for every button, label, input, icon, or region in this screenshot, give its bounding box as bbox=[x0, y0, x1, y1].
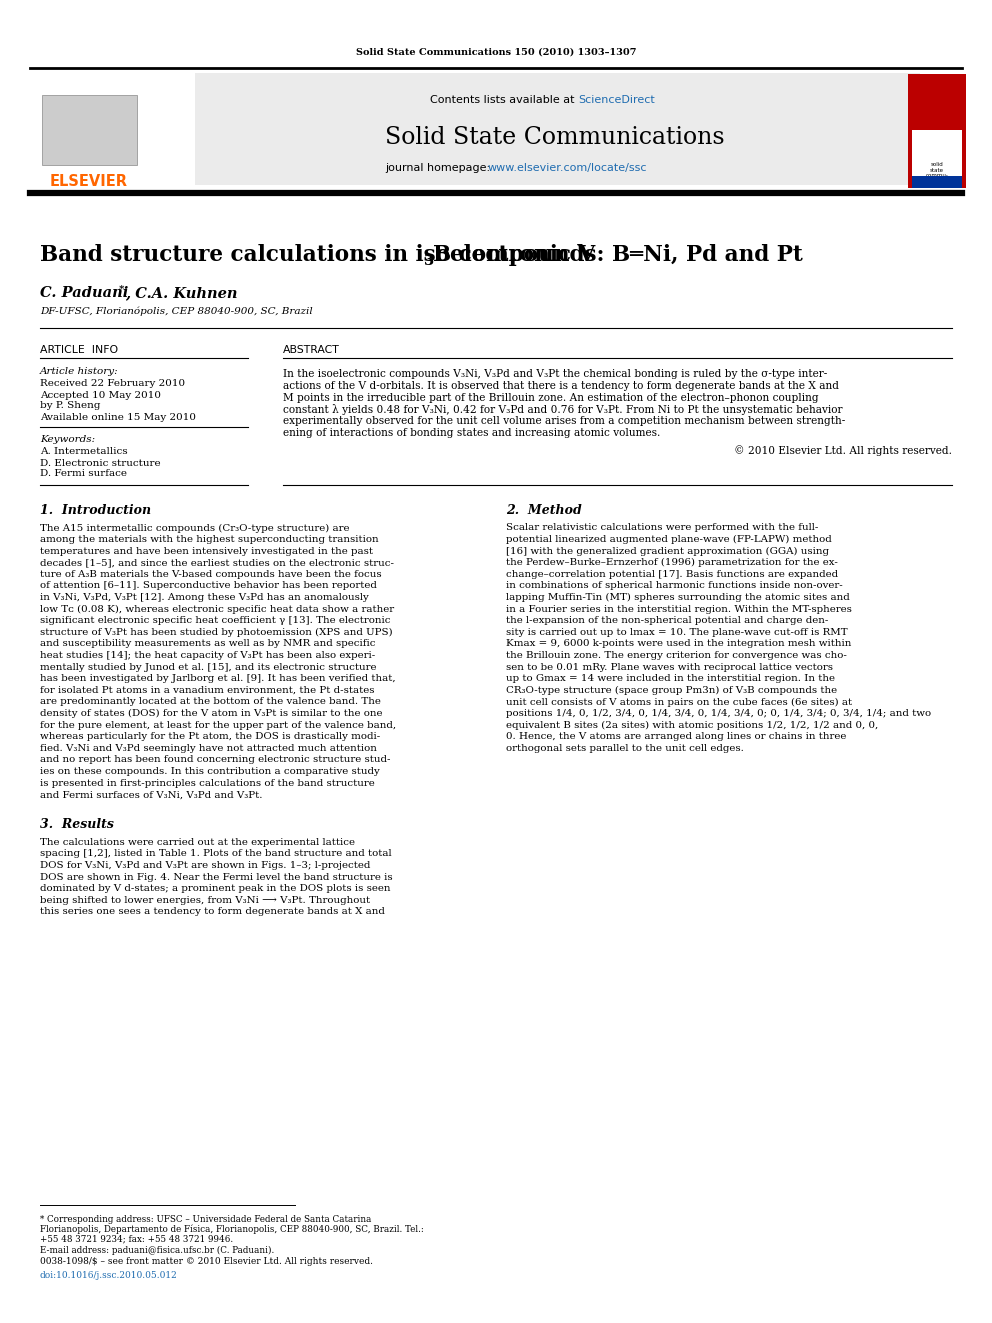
Text: heat studies [14]; the heat capacity of V₃Pt has been also experi-: heat studies [14]; the heat capacity of … bbox=[40, 651, 375, 660]
Text: The calculations were carried out at the experimental lattice: The calculations were carried out at the… bbox=[40, 837, 355, 847]
Text: M points in the irreducible part of the Brillouin zone. An estimation of the ele: M points in the irreducible part of the … bbox=[283, 393, 818, 402]
Bar bbox=[912, 130, 962, 185]
Text: decades [1–5], and since the earliest studies on the electronic struc-: decades [1–5], and since the earliest st… bbox=[40, 558, 394, 568]
Text: Band structure calculations in isoelectronic V: Band structure calculations in isoelectr… bbox=[40, 243, 595, 266]
Text: in a Fourier series in the interstitial region. Within the MT-spheres: in a Fourier series in the interstitial … bbox=[506, 605, 852, 614]
Text: are predominantly located at the bottom of the valence band. The: are predominantly located at the bottom … bbox=[40, 697, 381, 706]
Text: B compounds: B═Ni, Pd and Pt: B compounds: B═Ni, Pd and Pt bbox=[433, 243, 803, 266]
Text: doi:10.1016/j.ssc.2010.05.012: doi:10.1016/j.ssc.2010.05.012 bbox=[40, 1270, 178, 1279]
Text: sen to be 0.01 mRy. Plane waves with reciprocal lattice vectors: sen to be 0.01 mRy. Plane waves with rec… bbox=[506, 663, 833, 672]
Text: is presented in first-principles calculations of the band structure: is presented in first-principles calcula… bbox=[40, 779, 375, 787]
Text: Florianopolis, Departamento de Física, Florianopolis, CEP 88040-900, SC, Brazil.: Florianopolis, Departamento de Física, F… bbox=[40, 1224, 424, 1234]
Bar bbox=[908, 74, 966, 188]
Text: , C.A. Kuhnen: , C.A. Kuhnen bbox=[125, 286, 237, 300]
Text: among the materials with the highest superconducting transition: among the materials with the highest sup… bbox=[40, 534, 379, 544]
Text: DOS for V₃Ni, V₃Pd and V₃Pt are shown in Figs. 1–3; l-projected: DOS for V₃Ni, V₃Pd and V₃Pt are shown in… bbox=[40, 861, 370, 871]
Text: 0038-1098/$ – see front matter © 2010 Elsevier Ltd. All rights reserved.: 0038-1098/$ – see front matter © 2010 El… bbox=[40, 1257, 373, 1266]
Text: 3.  Results: 3. Results bbox=[40, 818, 114, 831]
Text: 0. Hence, the V atoms are arranged along lines or chains in three: 0. Hence, the V atoms are arranged along… bbox=[506, 733, 846, 741]
Text: potential linearized augmented plane-wave (FP-LAPW) method: potential linearized augmented plane-wav… bbox=[506, 534, 831, 544]
Text: has been investigated by Jarlborg et al. [9]. It has been verified that,: has been investigated by Jarlborg et al.… bbox=[40, 675, 396, 683]
Bar bbox=[30, 73, 192, 191]
Text: whereas particularly for the Pt atom, the DOS is drastically modi-: whereas particularly for the Pt atom, th… bbox=[40, 733, 380, 741]
Text: spacing [1,2], listed in Table 1. Plots of the band structure and total: spacing [1,2], listed in Table 1. Plots … bbox=[40, 849, 392, 859]
Text: fied. V₃Ni and V₃Pd seemingly have not attracted much attention: fied. V₃Ni and V₃Pd seemingly have not a… bbox=[40, 744, 377, 753]
Text: experimentally observed for the unit cell volume arises from a competition mecha: experimentally observed for the unit cel… bbox=[283, 417, 845, 426]
Text: mentally studied by Junod et al. [15], and its electronic structure: mentally studied by Junod et al. [15], a… bbox=[40, 663, 377, 672]
Text: the Brillouin zone. The energy criterion for convergence was cho-: the Brillouin zone. The energy criterion… bbox=[506, 651, 847, 660]
Text: the l-expansion of the non-spherical potential and charge den-: the l-expansion of the non-spherical pot… bbox=[506, 617, 828, 626]
Text: 1.  Introduction: 1. Introduction bbox=[40, 504, 151, 516]
Text: ELSEVIER: ELSEVIER bbox=[50, 175, 128, 189]
Text: up to Gmax = 14 were included in the interstitial region. In the: up to Gmax = 14 were included in the int… bbox=[506, 675, 835, 683]
Text: for isolated Pt atoms in a vanadium environment, the Pt d-states: for isolated Pt atoms in a vanadium envi… bbox=[40, 685, 375, 695]
Text: *: * bbox=[119, 284, 125, 294]
Text: DOS are shown in Fig. 4. Near the Fermi level the band structure is: DOS are shown in Fig. 4. Near the Fermi … bbox=[40, 873, 393, 881]
Text: 3: 3 bbox=[424, 254, 434, 269]
Text: journal homepage:: journal homepage: bbox=[385, 163, 494, 173]
Text: 2.  Method: 2. Method bbox=[506, 504, 581, 516]
Text: +55 48 3721 9234; fax: +55 48 3721 9946.: +55 48 3721 9234; fax: +55 48 3721 9946. bbox=[40, 1234, 233, 1244]
Text: positions 1/4, 0, 1/2, 3/4, 0, 1/4, 3/4, 0, 1/4, 3/4, 0; 0, 1/4, 3/4; 0, 3/4, 1/: positions 1/4, 0, 1/2, 3/4, 0, 1/4, 3/4,… bbox=[506, 709, 931, 718]
Bar bbox=[42, 95, 137, 165]
Text: ARTICLE  INFO: ARTICLE INFO bbox=[40, 345, 118, 355]
Text: this series one sees a tendency to form degenerate bands at X and: this series one sees a tendency to form … bbox=[40, 908, 385, 917]
Text: unit cell consists of V atoms in pairs on the cube faces (6e sites) at: unit cell consists of V atoms in pairs o… bbox=[506, 697, 852, 706]
Text: actions of the V d-orbitals. It is observed that there is a tendency to form deg: actions of the V d-orbitals. It is obser… bbox=[283, 381, 839, 390]
Text: Scalar relativistic calculations were performed with the full-: Scalar relativistic calculations were pe… bbox=[506, 524, 818, 532]
Text: and no report has been found concerning electronic structure stud-: and no report has been found concerning … bbox=[40, 755, 391, 765]
Text: ening of interactions of bonding states and increasing atomic volumes.: ening of interactions of bonding states … bbox=[283, 429, 661, 438]
Text: In the isoelectronic compounds V₃Ni, V₃Pd and V₃Pt the chemical bonding is ruled: In the isoelectronic compounds V₃Ni, V₃P… bbox=[283, 369, 827, 378]
Text: A. Intermetallics: A. Intermetallics bbox=[40, 447, 128, 456]
Text: ScienceDirect: ScienceDirect bbox=[578, 95, 655, 105]
Text: Article history:: Article history: bbox=[40, 368, 119, 377]
Text: E-mail address: paduani@fisica.ufsc.br (C. Paduani).: E-mail address: paduani@fisica.ufsc.br (… bbox=[40, 1245, 274, 1254]
Text: the Perdew–Burke–Ernzerhof (1996) parametrization for the ex-: the Perdew–Burke–Ernzerhof (1996) parame… bbox=[506, 558, 838, 568]
Text: Received 22 February 2010: Received 22 February 2010 bbox=[40, 380, 186, 389]
Text: dominated by V d-states; a prominent peak in the DOS plots is seen: dominated by V d-states; a prominent pea… bbox=[40, 884, 391, 893]
Text: © 2010 Elsevier Ltd. All rights reserved.: © 2010 Elsevier Ltd. All rights reserved… bbox=[734, 446, 952, 456]
Text: D. Electronic structure: D. Electronic structure bbox=[40, 459, 161, 467]
Text: www.elsevier.com/locate/ssc: www.elsevier.com/locate/ssc bbox=[488, 163, 648, 173]
Text: solid
state
commu-
nications: solid state commu- nications bbox=[925, 161, 949, 184]
Text: The A15 intermetallic compounds (Cr₃O-type structure) are: The A15 intermetallic compounds (Cr₃O-ty… bbox=[40, 524, 349, 533]
Text: significant electronic specific heat coefficient γ [13]. The electronic: significant electronic specific heat coe… bbox=[40, 617, 391, 626]
Text: density of states (DOS) for the V atom in V₃Pt is similar to the one: density of states (DOS) for the V atom i… bbox=[40, 709, 383, 718]
Text: sity is carried out up to lmax = 10. The plane-wave cut-off is RMT: sity is carried out up to lmax = 10. The… bbox=[506, 628, 847, 636]
Text: structure of V₃Pt has been studied by photoemission (XPS and UPS): structure of V₃Pt has been studied by ph… bbox=[40, 628, 393, 636]
Text: [16] with the generalized gradient approximation (GGA) using: [16] with the generalized gradient appro… bbox=[506, 546, 829, 556]
Text: C. Paduani: C. Paduani bbox=[40, 286, 128, 300]
Text: Keywords:: Keywords: bbox=[40, 435, 95, 445]
Text: change–correlation potential [17]. Basis functions are expanded: change–correlation potential [17]. Basis… bbox=[506, 570, 838, 579]
Text: ture of A₃B materials the V-based compounds have been the focus: ture of A₃B materials the V-based compou… bbox=[40, 570, 382, 579]
Text: equivalent B sites (2a sites) with atomic positions 1/2, 1/2, 1/2 and 0, 0,: equivalent B sites (2a sites) with atomi… bbox=[506, 721, 878, 730]
Text: and susceptibility measurements as well as by NMR and specific: and susceptibility measurements as well … bbox=[40, 639, 376, 648]
Text: and Fermi surfaces of V₃Ni, V₃Pd and V₃Pt.: and Fermi surfaces of V₃Ni, V₃Pd and V₃P… bbox=[40, 790, 263, 799]
Text: temperatures and have been intensively investigated in the past: temperatures and have been intensively i… bbox=[40, 546, 373, 556]
Bar bbox=[195, 73, 920, 185]
Text: in V₃Ni, V₃Pd, V₃Pt [12]. Among these V₃Pd has an anomalously: in V₃Ni, V₃Pd, V₃Pt [12]. Among these V₃… bbox=[40, 593, 369, 602]
Text: Kmax = 9, 6000 k-points were used in the integration mesh within: Kmax = 9, 6000 k-points were used in the… bbox=[506, 639, 851, 648]
Text: Solid State Communications: Solid State Communications bbox=[385, 127, 725, 149]
Text: Solid State Communications 150 (2010) 1303–1307: Solid State Communications 150 (2010) 13… bbox=[356, 48, 636, 57]
Text: orthogonal sets parallel to the unit cell edges.: orthogonal sets parallel to the unit cel… bbox=[506, 744, 744, 753]
Text: being shifted to lower energies, from V₃Ni ⟶ V₃Pt. Throughout: being shifted to lower energies, from V₃… bbox=[40, 896, 370, 905]
Text: Contents lists available at: Contents lists available at bbox=[430, 95, 578, 105]
Text: low Tᴄ (0.08 K), whereas electronic specific heat data show a rather: low Tᴄ (0.08 K), whereas electronic spec… bbox=[40, 605, 394, 614]
Text: for the pure element, at least for the upper part of the valence band,: for the pure element, at least for the u… bbox=[40, 721, 396, 730]
Text: DF-UFSC, Florianópolis, CEP 88040-900, SC, Brazil: DF-UFSC, Florianópolis, CEP 88040-900, S… bbox=[40, 306, 312, 316]
Text: by P. Sheng: by P. Sheng bbox=[40, 401, 100, 410]
Text: ABSTRACT: ABSTRACT bbox=[283, 345, 339, 355]
Text: Accepted 10 May 2010: Accepted 10 May 2010 bbox=[40, 390, 161, 400]
Text: ies on these compounds. In this contribution a comparative study: ies on these compounds. In this contribu… bbox=[40, 767, 380, 777]
Text: of attention [6–11]. Superconductive behavior has been reported: of attention [6–11]. Superconductive beh… bbox=[40, 582, 377, 590]
Text: in combinations of spherical harmonic functions inside non-over-: in combinations of spherical harmonic fu… bbox=[506, 582, 843, 590]
Text: * Corresponding address: UFSC – Universidade Federal de Santa Catarina: * Corresponding address: UFSC – Universi… bbox=[40, 1215, 371, 1224]
Bar bbox=[912, 176, 962, 188]
Text: lapping Muffin-Tin (MT) spheres surrounding the atomic sites and: lapping Muffin-Tin (MT) spheres surround… bbox=[506, 593, 850, 602]
Text: constant λ yields 0.48 for V₃Ni, 0.42 for V₃Pd and 0.76 for V₃Pt. From Ni to Pt : constant λ yields 0.48 for V₃Ni, 0.42 fo… bbox=[283, 404, 842, 415]
Text: CR₃O-type structure (space group Pm3n) of V₃B compounds the: CR₃O-type structure (space group Pm3n) o… bbox=[506, 685, 837, 695]
Text: D. Fermi surface: D. Fermi surface bbox=[40, 470, 127, 479]
Text: Available online 15 May 2010: Available online 15 May 2010 bbox=[40, 413, 196, 422]
